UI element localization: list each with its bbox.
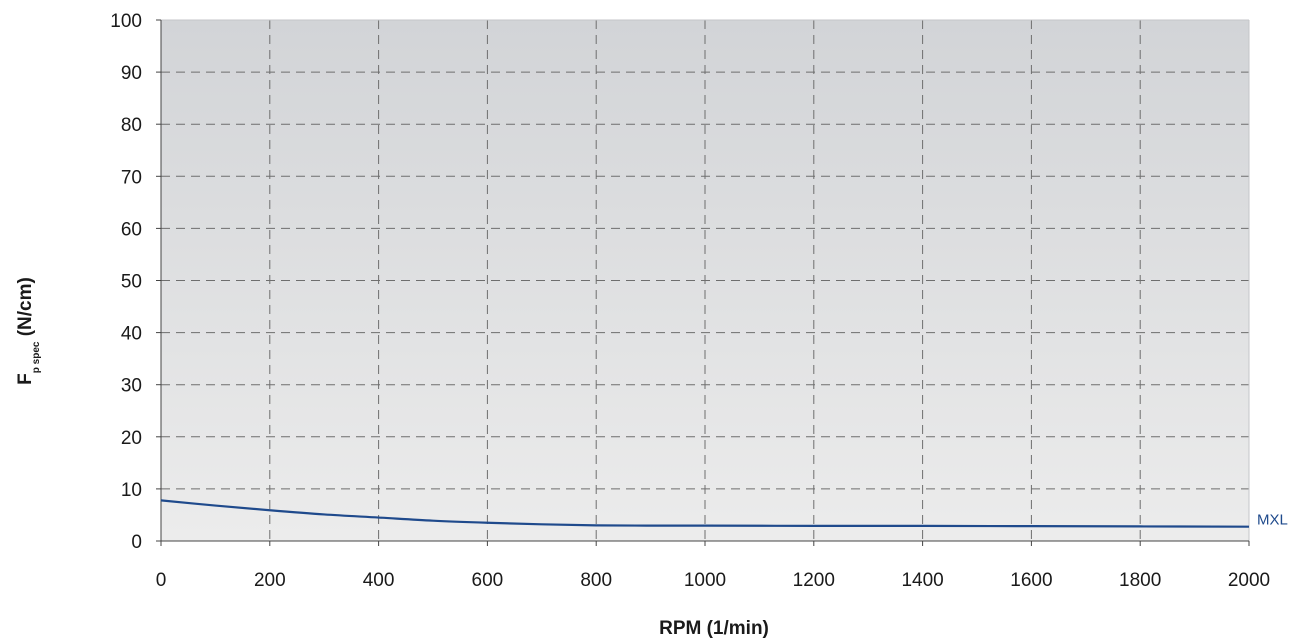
series-label-mxl: MXL — [1257, 512, 1288, 529]
series-layer: MXL — [160, 499, 1288, 529]
y-tick-label: 60 — [121, 219, 142, 240]
x-tick-label: 1000 — [684, 570, 726, 591]
x-tick-label: 2000 — [1228, 570, 1270, 591]
x-axis-title: RPM (1/min) — [659, 618, 769, 639]
x-tick-label: 0 — [156, 570, 167, 591]
y-tick-label: 40 — [121, 324, 142, 345]
y-axis-title: Fp spec (N/cm) — [15, 277, 42, 385]
x-axis-ticks: 0 200 400 600 800 1000 1200 1400 1600 1800 2000 — [156, 541, 1270, 591]
x-tick-label: 1600 — [1010, 570, 1052, 591]
y-tick-label: 20 — [121, 428, 142, 449]
series-line-mxl — [160, 499, 1250, 528]
grid — [161, 20, 1249, 541]
y-axis-title-main: F — [15, 373, 36, 385]
y-tick-label: 50 — [121, 272, 142, 293]
y-tick-label: 0 — [131, 532, 142, 553]
y-tick-label: 30 — [121, 376, 142, 397]
y-tick-label: 70 — [121, 167, 142, 188]
y-tick-label: 100 — [110, 11, 142, 32]
x-tick-label: 600 — [472, 570, 504, 591]
y-tick-label: 10 — [121, 480, 142, 501]
y-tick-label: 90 — [121, 63, 142, 84]
y-tick-label: 80 — [121, 115, 142, 136]
x-tick-label: 400 — [363, 570, 395, 591]
x-tick-label: 200 — [254, 570, 286, 591]
x-tick-label: 1800 — [1119, 570, 1161, 591]
x-tick-label: 800 — [580, 570, 612, 591]
axes — [157, 19, 1250, 545]
y-axis-ticks: 0 10 20 30 40 50 60 70 80 90 100 — [110, 11, 161, 553]
y-axis-title-subscript: p spec — [31, 341, 42, 373]
x-tick-label: 1400 — [901, 570, 943, 591]
x-tick-label: 1200 — [793, 570, 835, 591]
y-axis-title-unit: (N/cm) — [15, 277, 36, 341]
